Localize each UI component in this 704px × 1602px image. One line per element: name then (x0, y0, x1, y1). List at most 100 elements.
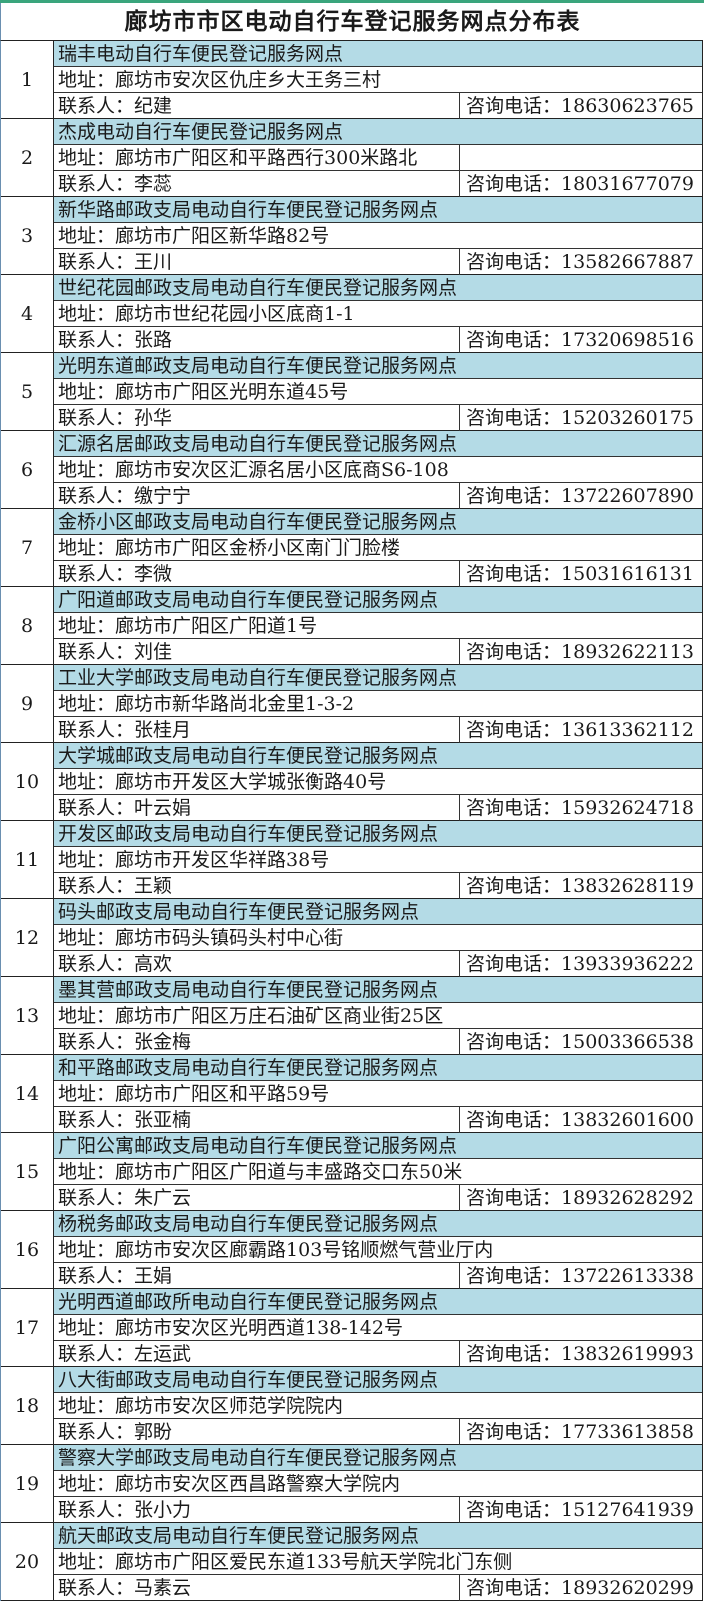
address-label: 地址： (58, 1551, 116, 1573)
address-row: 地址：廊坊市广阳区新华路82号 (54, 223, 702, 249)
address-value: 廊坊市安次区师范学院院内 (115, 1395, 344, 1417)
phone-number: 15003366538 (561, 1031, 694, 1053)
contact-label: 联系人： (58, 875, 135, 897)
address-value: 廊坊市广阳区光明东道45号 (115, 381, 349, 403)
entry-number: 15 (1, 1133, 54, 1210)
service-point-name: 开发区邮政支局电动自行车便民登记服务网点 (54, 821, 702, 847)
contact-row: 联系人：缴宁宁 咨询电话：13722607890 (54, 483, 702, 509)
table-entry: 12 码头邮政支局电动自行车便民登记服务网点 地址：廊坊市码头镇码头村中心街 联系人：… (1, 899, 702, 977)
phone-number: 13832601600 (561, 1109, 694, 1131)
service-point-name: 航天邮政支局电动自行车便民登记服务网点 (54, 1523, 702, 1549)
contact-label: 联系人： (58, 1265, 135, 1287)
address-row: 地址：廊坊市广阳区广阳道与丰盛路交口东50米 (54, 1159, 702, 1185)
entry-number: 3 (1, 197, 54, 274)
table-entry: 17 光明西道邮政所电动自行车便民登记服务网点 地址：廊坊市安次区光明西道138-1… (1, 1289, 702, 1367)
contact-label: 联系人： (58, 173, 135, 195)
table-entry: 3 新华路邮政支局电动自行车便民登记服务网点 地址：廊坊市广阳区新华路82号 联系人：… (1, 197, 702, 275)
table-entry: 2 杰成电动自行车便民登记服务网点 地址：廊坊市广阳区和平路西行300米路北 联系人：… (1, 119, 702, 197)
phone-label: 咨询电话： (466, 875, 562, 897)
entry-number: 14 (1, 1055, 54, 1132)
contact-name: 叶云娟 (134, 797, 192, 819)
table-entry: 18 八大街邮政支局电动自行车便民登记服务网点 地址：廊坊市安次区师范学院院内 联系人… (1, 1367, 702, 1445)
address-label: 地址： (58, 615, 116, 637)
entry-number: 2 (1, 119, 54, 196)
phone-number: 18932628292 (561, 1187, 694, 1209)
phone-label: 咨询电话： (466, 329, 562, 351)
service-point-name: 广阳道邮政支局电动自行车便民登记服务网点 (54, 587, 702, 613)
phone-label: 咨询电话： (466, 1265, 562, 1287)
address-row: 地址：廊坊市安次区廊霸路103号铭顺燃气营业厅内 (54, 1237, 702, 1263)
contact-label: 联系人： (58, 1109, 135, 1131)
address-row: 地址：廊坊市安次区光明西道138-142号 (54, 1315, 702, 1341)
phone-label: 咨询电话： (466, 563, 562, 585)
table-entry: 16 杨税务邮政支局电动自行车便民登记服务网点 地址：廊坊市安次区廊霸路103号铭顺… (1, 1211, 702, 1289)
phone-label: 咨询电话： (466, 407, 562, 429)
service-point-name: 码头邮政支局电动自行车便民登记服务网点 (54, 899, 702, 925)
phone-cell: 咨询电话：13832628119 (459, 873, 702, 899)
address-label: 地址： (58, 537, 116, 559)
table-entry: 20 航天邮政支局电动自行车便民登记服务网点 地址：廊坊市广阳区爱民东道133号航天… (1, 1523, 702, 1601)
address-value: 廊坊市安次区廊霸路103号铭顺燃气营业厅内 (115, 1239, 494, 1261)
address-label: 地址： (58, 1317, 116, 1339)
phone-cell: 咨询电话：18630623765 (459, 93, 702, 119)
service-point-name: 金桥小区邮政支局电动自行车便民登记服务网点 (54, 509, 702, 535)
table-entry: 6 汇源名居邮政支局电动自行车便民登记服务网点 地址：廊坊市安次区汇源名居小区底商S… (1, 431, 702, 509)
contact-label: 联系人： (58, 953, 135, 975)
address-row: 地址：廊坊市广阳区和平路59号 (54, 1081, 702, 1107)
phone-cell: 咨询电话：17733613858 (459, 1419, 702, 1445)
address-label: 地址： (58, 849, 116, 871)
service-point-name: 光明西道邮政所电动自行车便民登记服务网点 (54, 1289, 702, 1315)
address-label: 地址： (58, 69, 116, 91)
service-point-name: 警察大学邮政支局电动自行车便民登记服务网点 (54, 1445, 702, 1471)
address-row: 地址：廊坊市开发区大学城张衡路40号 (54, 769, 702, 795)
contact-row: 联系人：马素云 咨询电话：18932620299 (54, 1575, 702, 1601)
contact-label: 联系人： (58, 1577, 135, 1599)
phone-label: 咨询电话： (466, 797, 562, 819)
service-point-name: 和平路邮政支局电动自行车便民登记服务网点 (54, 1055, 702, 1081)
contact-row: 联系人：李蕊 咨询电话：18031677079 (54, 171, 702, 197)
address-label: 地址： (58, 1239, 116, 1261)
phone-cell: 咨询电话：15127641939 (459, 1497, 702, 1523)
address-row: 地址：廊坊市安次区仇庄乡大王务三村 (54, 67, 702, 93)
service-point-name: 新华路邮政支局电动自行车便民登记服务网点 (54, 197, 702, 223)
service-point-name: 杰成电动自行车便民登记服务网点 (54, 119, 702, 145)
contact-name: 郭盼 (134, 1421, 173, 1443)
contact-row: 联系人：王川 咨询电话：13582667887 (54, 249, 702, 275)
address-value: 廊坊市广阳区和平路59号 (115, 1083, 330, 1105)
service-point-name: 广阳公寓邮政支局电动自行车便民登记服务网点 (54, 1133, 702, 1159)
contact-row: 联系人：纪建 咨询电话：18630623765 (54, 93, 702, 119)
entry-number: 7 (1, 509, 54, 586)
phone-cell: 咨询电话：15003366538 (459, 1029, 702, 1055)
phone-number: 13722613338 (561, 1265, 694, 1287)
contact-name: 纪建 (134, 95, 173, 117)
phone-cell: 咨询电话：18031677079 (459, 171, 702, 197)
contact-label: 联系人： (58, 563, 135, 585)
address-row: 地址：廊坊市安次区师范学院院内 (54, 1393, 702, 1419)
entry-number: 4 (1, 275, 54, 352)
contact-label: 联系人： (58, 797, 135, 819)
table-entry: 19 警察大学邮政支局电动自行车便民登记服务网点 地址：廊坊市安次区西昌路警察大学院… (1, 1445, 702, 1523)
table-entry: 5 光明东道邮政支局电动自行车便民登记服务网点 地址：廊坊市广阳区光明东道45号 联系… (1, 353, 702, 431)
contact-name: 刘佳 (134, 641, 173, 663)
contact-name: 张小力 (134, 1499, 192, 1521)
address-value: 廊坊市开发区大学城张衡路40号 (115, 771, 387, 793)
phone-label: 咨询电话： (466, 485, 562, 507)
table-entry: 4 世纪花园邮政支局电动自行车便民登记服务网点 地址：廊坊市世纪花园小区底商1-1 联… (1, 275, 702, 353)
contact-name: 王颖 (134, 875, 173, 897)
phone-label: 咨询电话： (466, 95, 562, 117)
phone-number: 18031677079 (561, 173, 694, 195)
phone-number: 18932620299 (561, 1577, 694, 1599)
contact-row: 联系人：张金梅 咨询电话：15003366538 (54, 1029, 702, 1055)
address-row: 地址：廊坊市安次区西昌路警察大学院内 (54, 1471, 702, 1497)
phone-label: 咨询电话： (466, 251, 562, 273)
phone-cell: 咨询电话：13722613338 (459, 1263, 702, 1289)
address-row: 地址：廊坊市世纪花园小区底商1-1 (54, 301, 702, 327)
contact-label: 联系人： (58, 1031, 135, 1053)
table-entry: 1 瑞丰电动自行车便民登记服务网点 地址：廊坊市安次区仇庄乡大王务三村 联系人：纪建 咨… (1, 41, 702, 119)
table-entry: 8 广阳道邮政支局电动自行车便民登记服务网点 地址：廊坊市广阳区广阳道1号 联系人：刘… (1, 587, 702, 665)
phone-number: 13832619993 (561, 1343, 694, 1365)
address-row: 地址：廊坊市广阳区万庄石油矿区商业街25区 (54, 1003, 702, 1029)
address-label: 地址： (58, 1083, 116, 1105)
table-entry: 13 墨其营邮政支局电动自行车便民登记服务网点 地址：廊坊市广阳区万庄石油矿区商业街… (1, 977, 702, 1055)
table-entry: 14 和平路邮政支局电动自行车便民登记服务网点 地址：廊坊市广阳区和平路59号 联系人… (1, 1055, 702, 1133)
